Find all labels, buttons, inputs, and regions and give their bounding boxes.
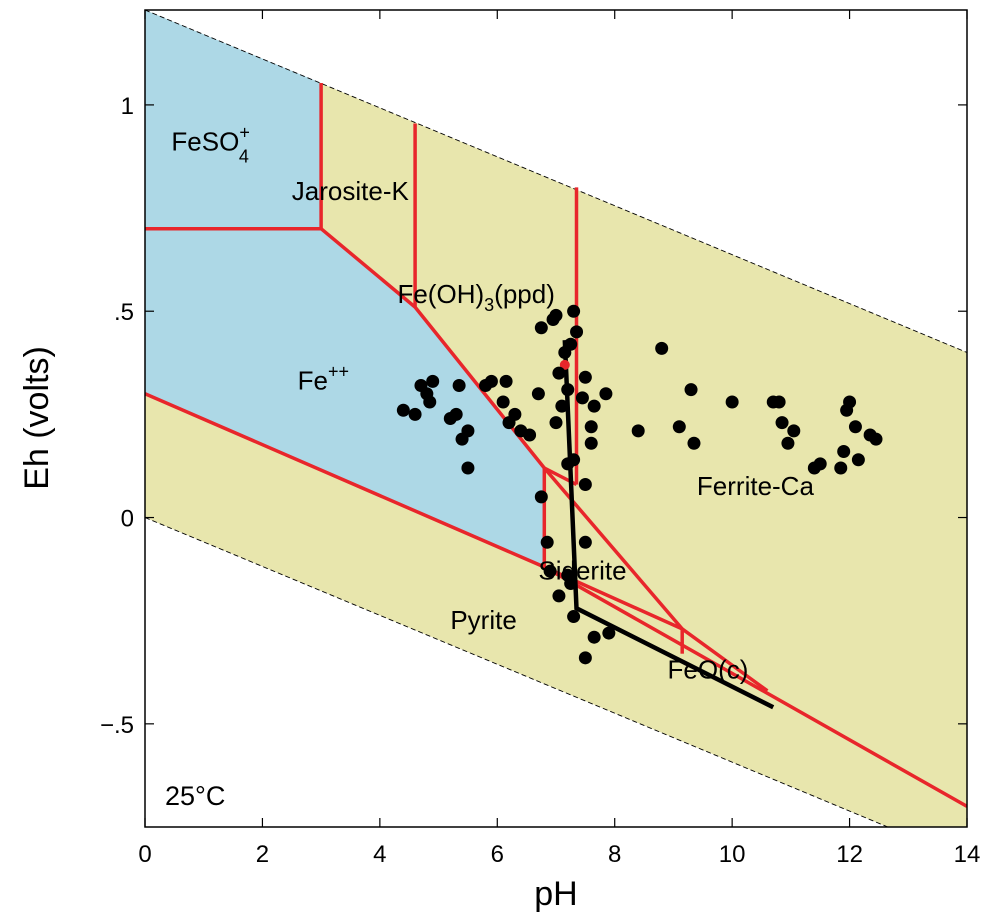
sample-point	[848, 420, 862, 434]
sample-point	[461, 424, 475, 438]
field-label: Fe(OH)3(ppd)	[397, 279, 554, 315]
y-tick-label: 1	[121, 93, 134, 120]
y-tick-label: −.5	[100, 712, 134, 739]
aqueous-field	[145, 10, 322, 229]
sample-point	[725, 395, 739, 409]
sample-point	[564, 577, 578, 591]
sample-point	[672, 420, 686, 434]
sample-point	[534, 490, 548, 504]
field-labels: FeSO+ 4 Jarosite-K Fe(OH)3(ppd) Fe++ Ferrite-…	[171, 122, 814, 684]
sample-point	[552, 589, 566, 603]
field-label: Ferrite-Ca	[697, 471, 815, 501]
field-label: Pyrite	[450, 605, 516, 635]
field-boundaries	[145, 83, 967, 808]
x-tick-label: 0	[138, 841, 151, 868]
sample-point	[549, 416, 563, 430]
aqueous-field	[145, 228, 545, 567]
x-axis-ticks: 0 2 4 6 8 10 12 14	[138, 10, 980, 868]
sample-point	[837, 445, 851, 459]
sample-point	[423, 395, 437, 409]
sample-point	[787, 424, 801, 438]
sample-point	[578, 370, 592, 384]
sample-point	[772, 395, 786, 409]
y-axis-label: Eh (volts)	[18, 346, 56, 490]
sample-point	[552, 366, 566, 380]
highlight-point	[559, 359, 570, 370]
sample-point	[543, 564, 557, 578]
y-tick-label: .5	[114, 299, 134, 326]
x-tick-label: 2	[256, 841, 269, 868]
sample-point	[567, 610, 581, 624]
y-axis-ticks: 1 .5 0 −.5	[100, 93, 967, 739]
sample-point	[499, 374, 513, 388]
sample-point	[555, 399, 569, 413]
sample-point	[508, 407, 522, 421]
sample-point	[461, 461, 475, 475]
sample-point	[549, 308, 563, 322]
sample-point	[523, 428, 537, 442]
y-tick-label: 0	[121, 506, 134, 533]
sample-point	[496, 395, 510, 409]
sample-point	[449, 407, 463, 421]
sample-point	[575, 391, 589, 405]
sample-point	[564, 337, 578, 351]
sample-point	[602, 626, 616, 640]
sample-point	[869, 432, 883, 446]
x-axis-label: pH	[534, 875, 577, 913]
x-tick-label: 8	[608, 841, 621, 868]
sample-point	[587, 630, 601, 644]
sample-point	[578, 478, 592, 492]
x-tick-label: 6	[491, 841, 504, 868]
sample-point	[687, 436, 701, 450]
sample-point	[851, 453, 865, 467]
aqueous-stability-region	[145, 10, 545, 567]
sample-point	[843, 395, 857, 409]
sample-point	[684, 383, 698, 397]
sample-point	[587, 399, 601, 413]
x-tick-label: 12	[836, 841, 863, 868]
x-tick-label: 10	[719, 841, 746, 868]
water-upper-limit-line	[145, 10, 967, 353]
reaction-path	[559, 340, 775, 710]
sample-point	[834, 461, 848, 475]
temperature-label: 25°C	[165, 781, 225, 811]
field-label: FeSO+ 4	[171, 122, 249, 166]
field-label: Jarosite-K	[292, 176, 410, 206]
sample-points	[396, 304, 883, 665]
water-stability-limits	[145, 10, 967, 827]
sample-point	[561, 383, 575, 397]
sample-point	[408, 407, 422, 421]
sample-point	[775, 416, 789, 430]
x-tick-label: 14	[954, 841, 981, 868]
sample-point	[584, 420, 598, 434]
sample-point	[584, 436, 598, 450]
sample-point	[567, 304, 581, 318]
sample-point	[426, 374, 440, 388]
field-label: Siderite	[538, 555, 626, 585]
sample-point	[531, 387, 545, 401]
plot-frame	[144, 9, 968, 828]
sample-point	[631, 424, 645, 438]
sample-point	[655, 341, 669, 355]
sample-point	[452, 378, 466, 392]
sample-point	[578, 651, 592, 665]
sample-point	[534, 321, 548, 335]
sample-point	[578, 535, 592, 549]
sample-point	[396, 403, 410, 417]
sample-point	[567, 453, 581, 467]
water-lower-limit-line	[145, 517, 889, 827]
sample-point	[813, 457, 827, 471]
field-label: FeO(c)	[668, 654, 749, 684]
sample-point	[570, 325, 584, 339]
reaction-path-line	[562, 340, 775, 710]
sample-point	[781, 436, 795, 450]
field-label: Fe++	[298, 362, 349, 396]
sample-point	[599, 387, 613, 401]
boundary-line	[542, 466, 684, 631]
x-tick-label: 4	[373, 841, 386, 868]
sample-point	[540, 535, 554, 549]
sample-point	[484, 374, 498, 388]
